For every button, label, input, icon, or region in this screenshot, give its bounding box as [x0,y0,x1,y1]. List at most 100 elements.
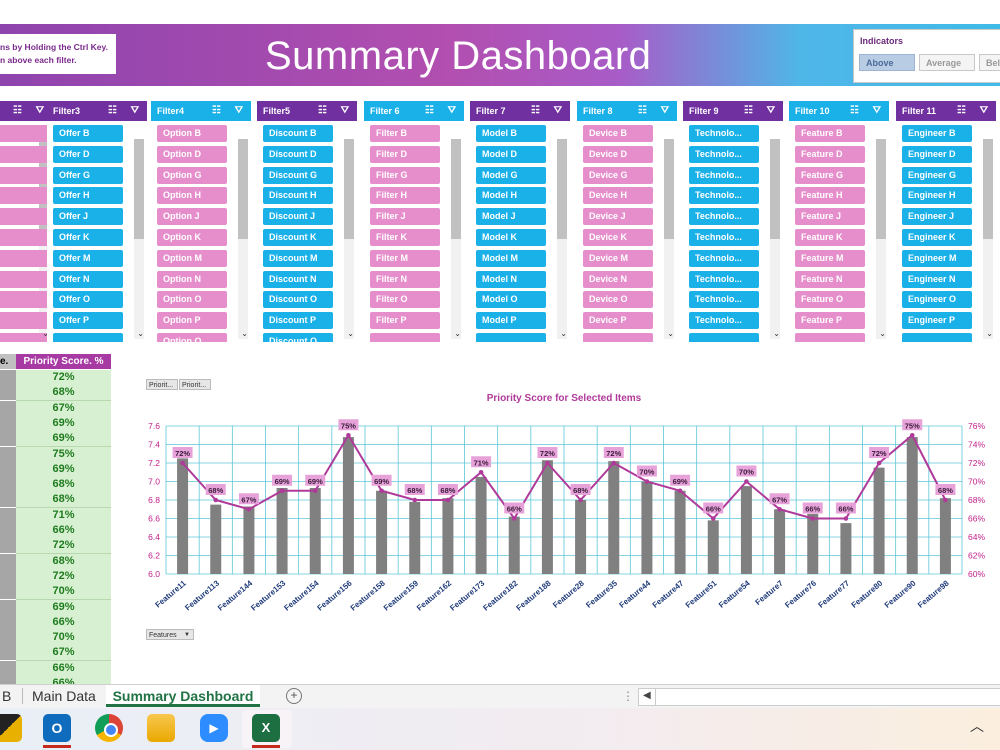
slicer-item[interactable] [902,333,972,342]
slicer-item[interactable] [370,333,440,342]
slicer-item[interactable]: Filter O [370,291,440,309]
slicer-item[interactable] [476,333,546,342]
slicer-item[interactable]: Engineer N [902,270,972,288]
table-row[interactable]: 66% [16,523,111,539]
slicer-item[interactable]: Option J [157,208,227,226]
slicer-item[interactable]: Model D [476,145,546,163]
slicer-item[interactable] [0,291,52,309]
slicer-scrollbar[interactable] [134,139,144,339]
slicer-item[interactable]: Technolo... [689,125,759,142]
slicer-item[interactable]: Filter B [370,125,440,142]
slicer-item[interactable]: Model O [476,291,546,309]
slicer-item[interactable]: Offer H [53,187,123,205]
sheet-tab-b[interactable]: B [2,688,12,704]
slicer-item[interactable]: Discount B [263,125,333,142]
slicer-item[interactable]: Filter H [370,187,440,205]
slicer-item[interactable]: Engineer P [902,312,972,330]
scroll-thumb[interactable] [134,139,144,239]
slicer-item[interactable]: Offer B [53,125,123,142]
slicer-item[interactable]: Model G [476,166,546,184]
multi-select-icon[interactable]: ☷ [850,105,859,116]
clear-filter-icon[interactable]: ⛛ [766,105,775,116]
slicer-item[interactable]: Offer N [53,270,123,288]
slicer-item[interactable] [53,333,123,342]
slicer-item[interactable]: Filter K [370,229,440,246]
slicer-scrollbar[interactable] [451,139,461,339]
zoom-icon[interactable]: ▶ [200,714,228,742]
slicer-item[interactable]: Discount M [263,249,333,267]
scroll-down-icon[interactable]: ⌄ [773,329,780,338]
slicer-item[interactable]: Offer G [53,166,123,184]
slicer-item[interactable]: Engineer B [902,125,972,142]
slicer-item[interactable]: Engineer K [902,229,972,246]
scroll-thumb[interactable] [451,139,461,239]
slicer-item[interactable] [0,333,52,342]
scroll-down-icon[interactable]: ⌄ [137,329,144,338]
table-row[interactable]: 66% [16,676,111,684]
slicer-item[interactable]: Offer K [53,229,123,246]
scroll-thumb[interactable] [983,139,993,239]
slicer-item[interactable]: Engineer M [902,249,972,267]
slicer-item[interactable] [0,249,52,267]
file-explorer-icon[interactable] [0,714,22,742]
multi-select-icon[interactable]: ☷ [531,105,540,116]
table-row[interactable]: 70% [16,630,111,647]
slicer-item[interactable]: Offer J [53,208,123,226]
clear-filter-icon[interactable]: ⛛ [340,105,349,116]
multi-select-icon[interactable]: ☷ [212,105,221,116]
slicer-item[interactable]: Filter D [370,145,440,163]
slicer-item[interactable]: Technolo... [689,145,759,163]
clear-filter-icon[interactable]: ⛛ [872,105,881,116]
slicer-item[interactable]: Discount K [263,229,333,246]
slicer-item[interactable]: Device K [583,229,653,246]
table-row[interactable]: 66% [16,614,111,631]
clear-filter-icon[interactable]: ⛛ [553,105,562,116]
slicer-item[interactable]: Device N [583,270,653,288]
scroll-down-icon[interactable]: ⌄ [986,329,993,338]
slicer-item[interactable]: Offer P [53,312,123,330]
slicer-item[interactable] [0,270,52,288]
slicer-item[interactable]: Discount Q [263,333,333,342]
table-row[interactable]: 66% [16,660,111,677]
scroll-down-icon[interactable]: ⌄ [560,329,567,338]
slicer-item[interactable]: Feature D [795,145,865,163]
slicer-item[interactable]: Device P [583,312,653,330]
slicer-item[interactable]: Model P [476,312,546,330]
slicer-item[interactable]: Technolo... [689,166,759,184]
slicer-item[interactable]: Feature M [795,249,865,267]
indicator-average-button[interactable]: Average [919,54,975,71]
slicer-item[interactable]: Option K [157,229,227,246]
scroll-thumb[interactable] [770,139,780,239]
scroll-thumb[interactable] [876,139,886,239]
slicer-item[interactable]: Device M [583,249,653,267]
slicer-item[interactable]: Device J [583,208,653,226]
slicer-item[interactable]: Option M [157,249,227,267]
slicer-item[interactable]: Technolo... [689,270,759,288]
clear-filter-icon[interactable]: ⛛ [447,105,456,116]
chart-field-button-1[interactable]: Priorit... [146,379,178,390]
horizontal-scrollbar[interactable]: ◀ [638,688,1000,706]
slicer-item[interactable]: Device B [583,125,653,142]
slicer-item[interactable]: Technolo... [689,291,759,309]
slicer-scrollbar[interactable] [770,139,780,339]
slicer-scrollbar[interactable] [344,139,354,339]
slicer-item[interactable]: Offer D [53,145,123,163]
table-row[interactable]: 72% [16,370,111,386]
slicer-item[interactable] [0,208,52,226]
slicer-item[interactable]: Filter M [370,249,440,267]
multi-select-icon[interactable]: ☷ [108,105,117,116]
scroll-thumb[interactable] [238,139,248,239]
slicer-item[interactable]: Device H [583,187,653,205]
table-row[interactable]: 68% [16,385,111,402]
slicer-item[interactable]: Model B [476,125,546,142]
multi-select-icon[interactable]: ☷ [13,105,22,116]
scroll-down-icon[interactable]: ⌄ [667,329,674,338]
slicer-item[interactable]: Engineer O [902,291,972,309]
scroll-thumb[interactable] [557,139,567,239]
table-row[interactable]: 70% [16,584,111,601]
slicer-item[interactable] [0,145,52,163]
slicer-item[interactable] [0,166,52,184]
slicer-item[interactable]: Feature P [795,312,865,330]
scroll-down-icon[interactable]: ⌄ [42,329,49,338]
scroll-down-icon[interactable]: ⌄ [241,329,248,338]
